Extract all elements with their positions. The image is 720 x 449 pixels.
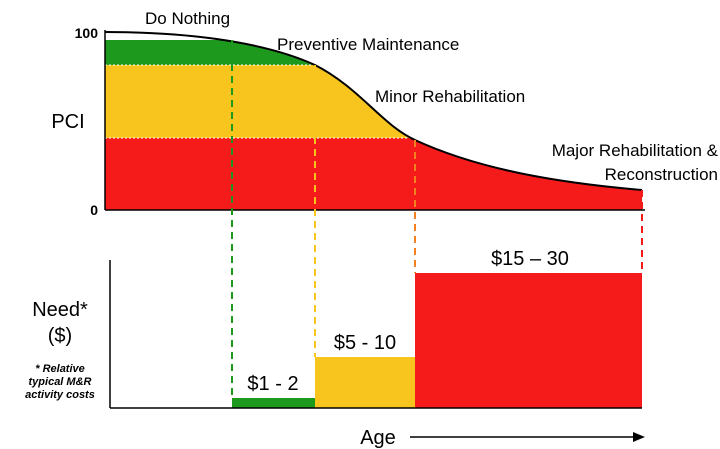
stage: Preventive Maintenance bbox=[277, 35, 459, 54]
stage: Minor Rehabilitation bbox=[375, 87, 525, 106]
y-label: ($) bbox=[48, 325, 72, 347]
y-label: PCI bbox=[51, 111, 84, 133]
cost-label: $1 - 2 bbox=[247, 373, 298, 395]
cost-bar bbox=[232, 398, 315, 408]
stage: Reconstruction bbox=[605, 165, 718, 184]
note: typical M&R bbox=[29, 376, 92, 388]
cost-label: $15 – 30 bbox=[491, 248, 569, 270]
note: * Relative bbox=[35, 363, 85, 375]
y-bottom: 0 bbox=[90, 202, 98, 218]
cost-bar bbox=[315, 357, 415, 408]
cost-bar bbox=[415, 273, 642, 408]
note: activity costs bbox=[25, 389, 95, 401]
y-label: Need* bbox=[32, 299, 88, 321]
pci-zones bbox=[105, 32, 642, 210]
stage: Do Nothing bbox=[145, 9, 230, 28]
y-top: 100 bbox=[75, 25, 99, 41]
age-arrow-head bbox=[633, 432, 645, 442]
cost-label: $5 - 10 bbox=[334, 332, 396, 354]
x-label: Age bbox=[360, 427, 396, 449]
pci-curve bbox=[104, 31, 643, 191]
stage: Major Rehabilitation & bbox=[552, 141, 719, 160]
